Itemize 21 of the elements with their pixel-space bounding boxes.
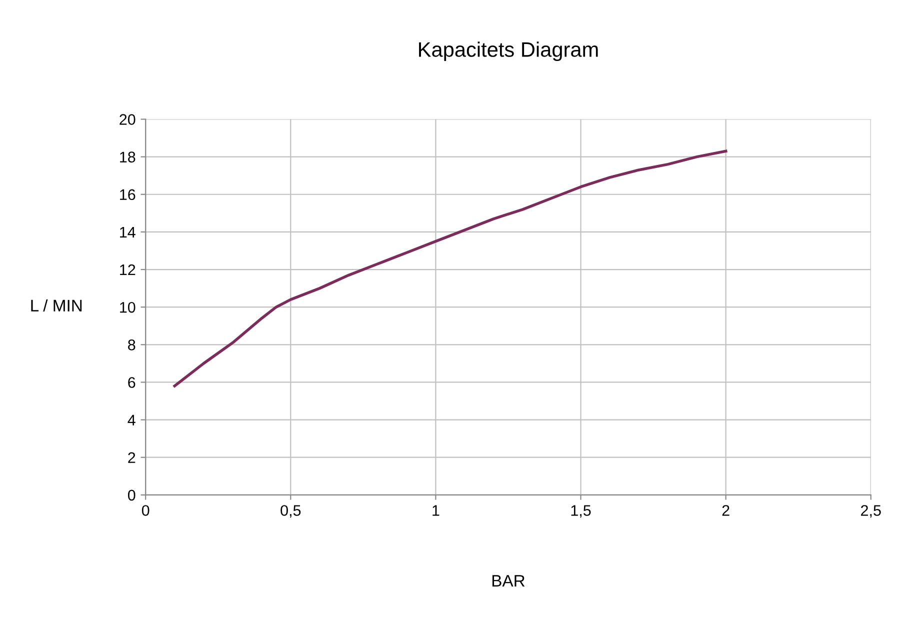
x-tick-label: 0,5: [280, 505, 301, 518]
chart-title: Kapacitets Diagram: [419, 42, 598, 62]
y-tick-label: 8: [128, 340, 136, 350]
x-tick-label: 2: [722, 505, 730, 516]
y-tick-label: 18: [120, 152, 136, 162]
y-tick-label: 12: [120, 264, 136, 276]
y-tick-label: 16: [120, 189, 136, 200]
y-tick-label: 6: [128, 377, 136, 388]
x-tick-label: 0: [142, 505, 150, 516]
x-tick-label: 1,5: [571, 505, 591, 518]
y-tick-label: 4: [128, 414, 136, 426]
x-tick-label: 1: [432, 505, 440, 516]
y-tick-label: 2: [128, 452, 136, 463]
y-axis-title: L / MIN: [31, 299, 82, 312]
y-tick-label: 14: [120, 226, 136, 238]
line-series: [173, 150, 728, 388]
y-tick-label: 0: [128, 490, 136, 501]
x-axis-title: BAR: [492, 575, 525, 587]
y-tick-label: 10: [120, 302, 136, 313]
x-tick-label: 2,5: [861, 505, 881, 518]
y-tick-label: 20: [120, 114, 136, 125]
